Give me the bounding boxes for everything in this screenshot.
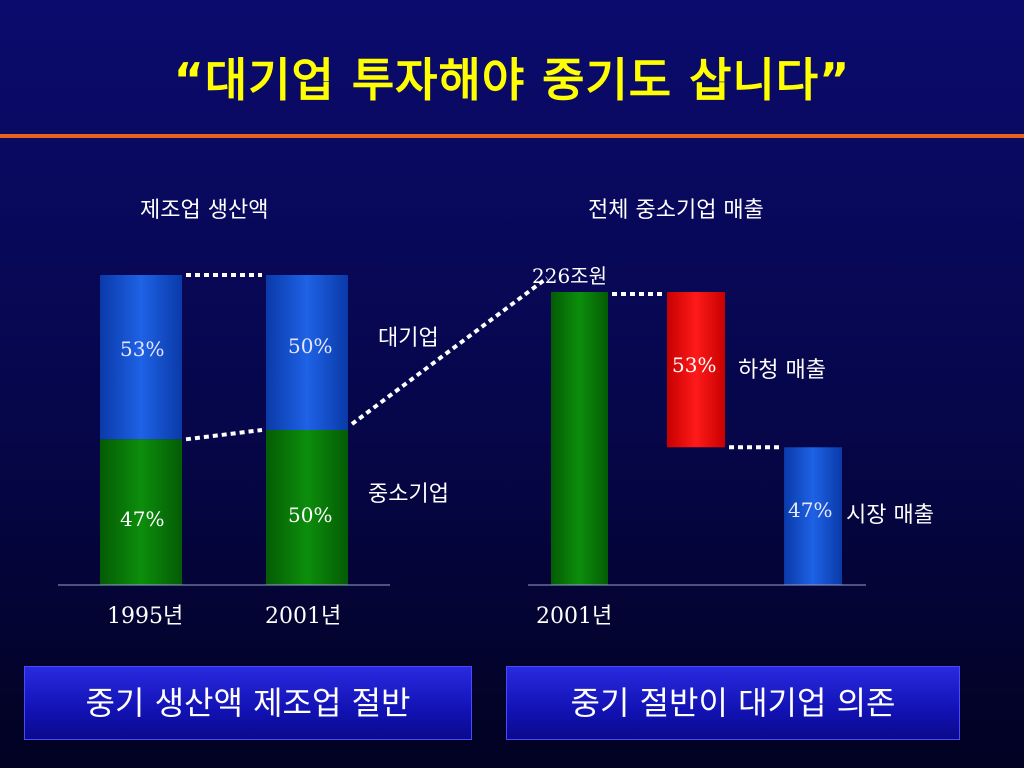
title-rule: [0, 134, 1024, 138]
left-2001-large-pct: 50%: [288, 334, 333, 358]
left-category-1995: 1995년: [107, 604, 184, 629]
bar-sme-1: [266, 430, 348, 585]
right-subcontract-pct: 53%: [672, 353, 717, 377]
bar-subcontract: [667, 292, 725, 448]
left-category-2001: 2001년: [265, 604, 342, 629]
bar-large-1: [266, 275, 348, 430]
right-category-2001: 2001년: [536, 604, 613, 629]
bar-sme-0: [100, 439, 182, 585]
right-subcontract-label: 하청 매출: [738, 358, 826, 383]
left-1995-sme-pct: 47%: [120, 507, 165, 531]
legend-sme: 중소기업: [368, 482, 449, 507]
right-chart-title: 전체 중소기업 매출: [588, 198, 764, 223]
right-market-label: 시장 매출: [846, 503, 934, 528]
right-market-pct: 47%: [788, 498, 833, 522]
bar-market: [784, 447, 842, 585]
caption-left: 중기 생산액 제조업 절반: [24, 666, 472, 740]
legend-large-corp: 대기업: [378, 326, 439, 351]
bar-large-0: [100, 275, 182, 440]
right-total-label: 226조원: [532, 264, 607, 288]
bar-total: [551, 292, 608, 585]
left-2001-sme-pct: 50%: [288, 503, 333, 527]
left-1995-large-pct: 53%: [120, 337, 165, 361]
caption-right: 중기 절반이 대기업 의존: [506, 666, 960, 740]
left-chart-title: 제조업 생산액: [140, 198, 269, 223]
slide-title: “대기업 투자해야 중기도 삽니다”: [173, 53, 851, 107]
connector-mid: [185, 428, 263, 442]
connector-cross: [350, 276, 549, 426]
